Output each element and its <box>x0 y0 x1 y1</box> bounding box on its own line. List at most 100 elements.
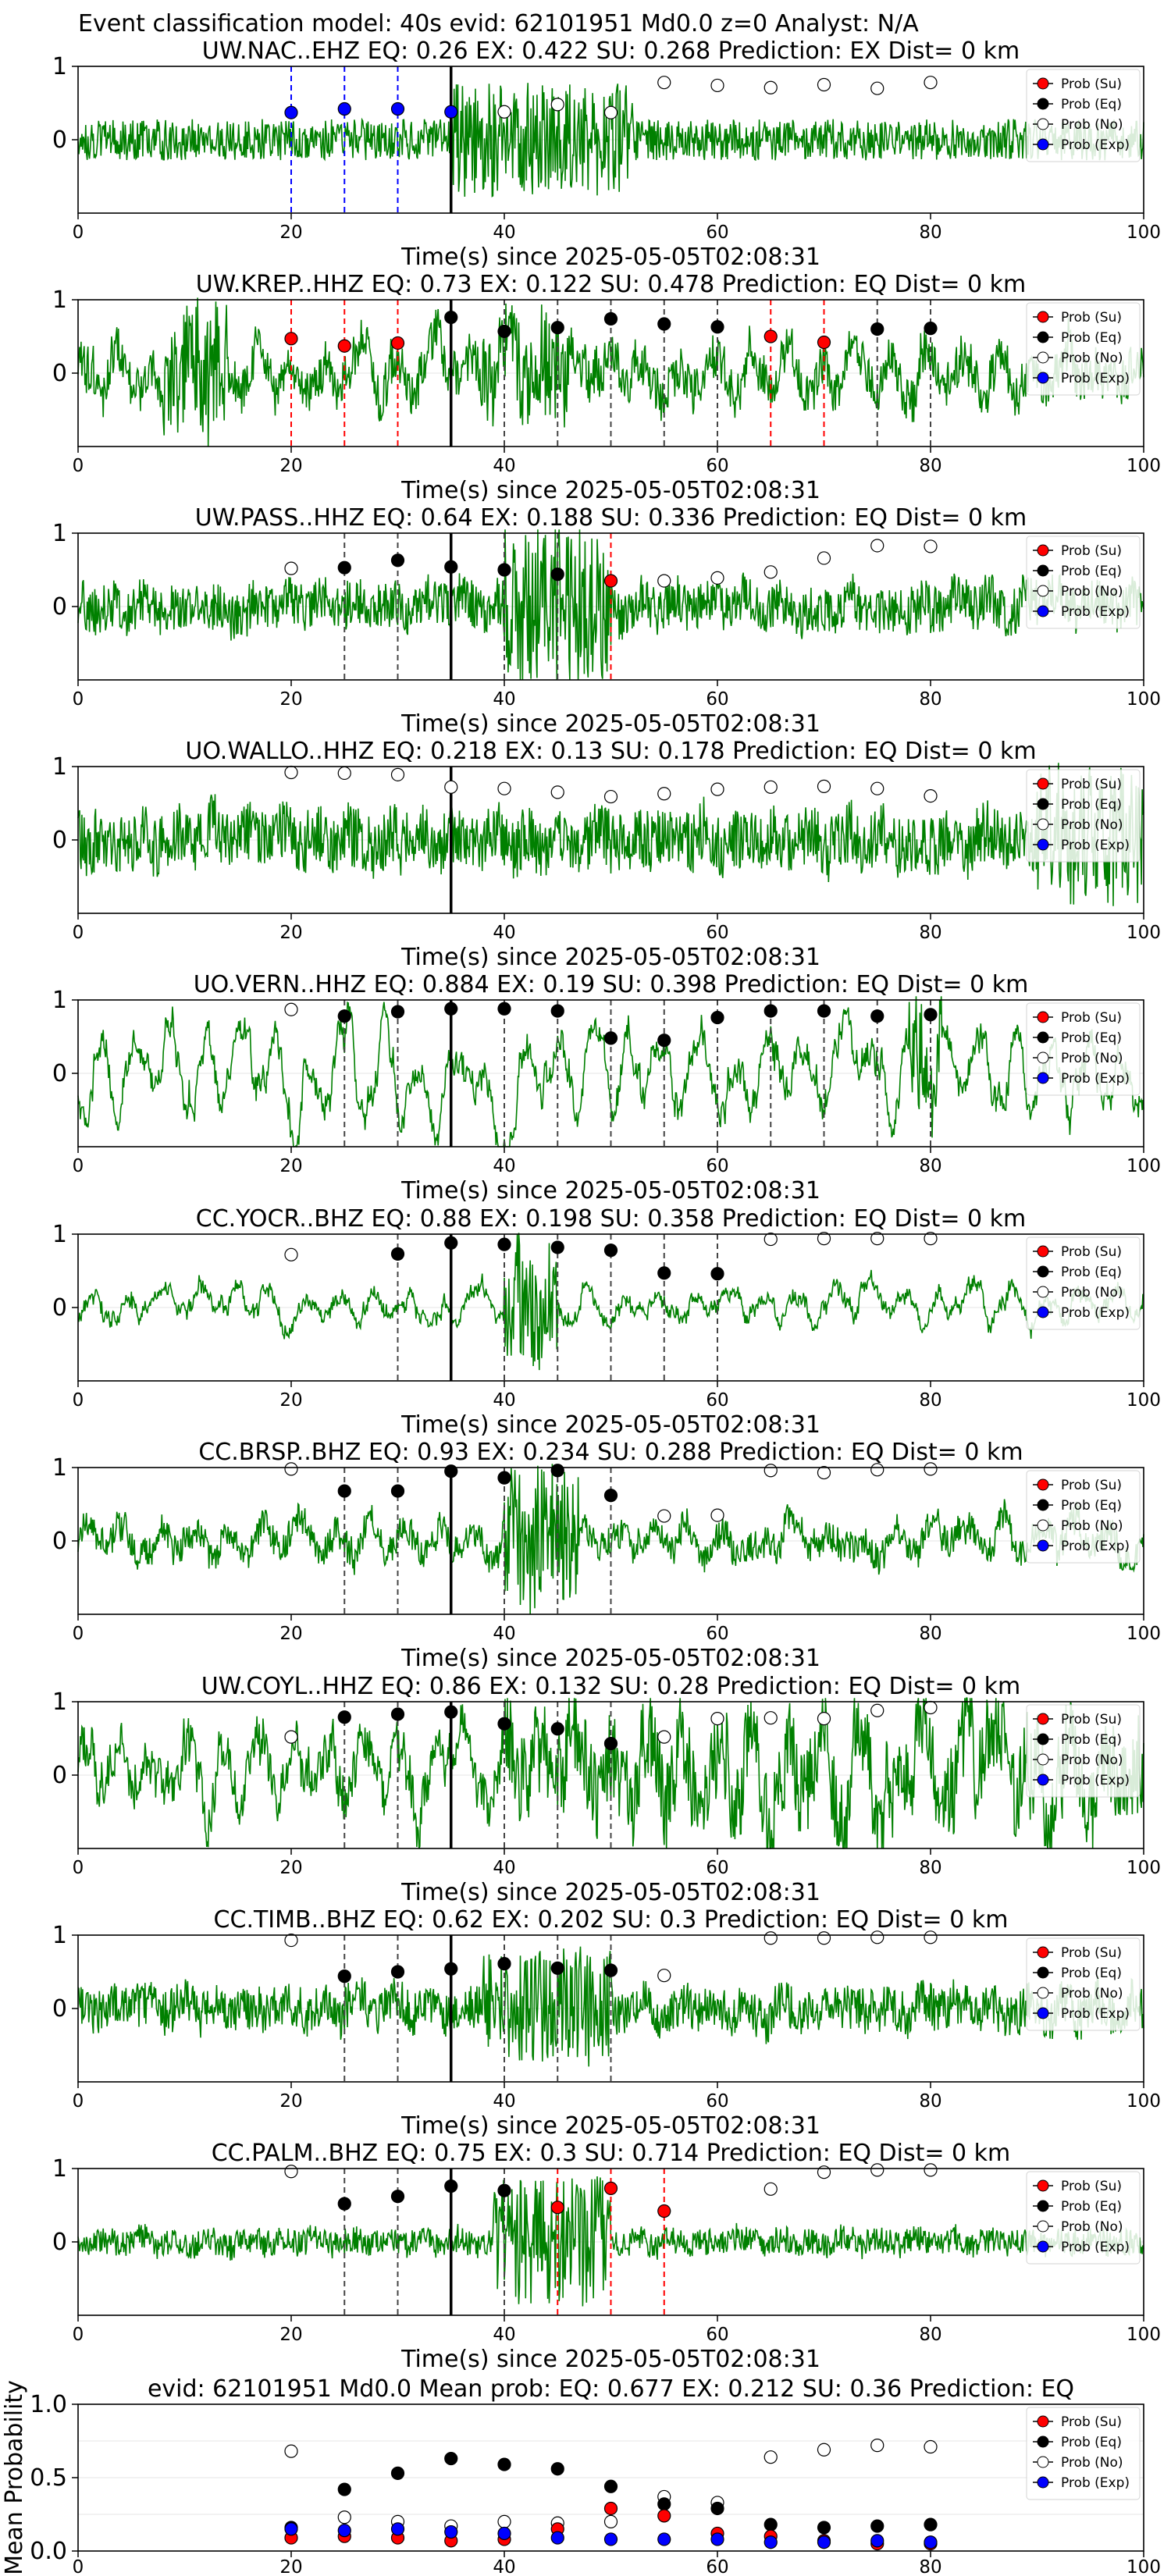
y-tick-label: 1 <box>52 53 67 80</box>
legend-label: Prob (Eq) <box>1061 2199 1122 2215</box>
prob-point-no <box>284 561 298 575</box>
legend-label: Prob (Eq) <box>1061 330 1122 346</box>
y-tick-label: 0 <box>52 126 67 154</box>
x-tick-label: 100 <box>1127 1624 1161 1644</box>
legend-marker-no <box>1037 585 1049 597</box>
legend-box <box>1026 1002 1141 1096</box>
prob-point-eq <box>603 1963 618 1977</box>
prob-point-eq <box>870 1009 884 1023</box>
mean-point-eq <box>337 2482 351 2496</box>
x-tick-label: 80 <box>919 222 941 243</box>
prob-point-no <box>710 571 724 585</box>
waveform-trace <box>77 763 1144 906</box>
prob-point-eq <box>497 1237 511 1251</box>
prob-point-su <box>657 2204 671 2218</box>
prob-point-no <box>870 1463 884 1477</box>
legend-box <box>1026 302 1141 396</box>
y-tick-label: 0 <box>52 1060 67 1087</box>
x-tick-label: 20 <box>279 1624 302 1644</box>
prob-point-no <box>763 2182 778 2196</box>
legend-label: Prob (No) <box>1061 1051 1123 1066</box>
mean-point-exp <box>444 2524 458 2539</box>
legend-box <box>1026 535 1141 629</box>
legend-box <box>1026 1470 1141 1564</box>
legend-label: Prob (Exp) <box>1061 1071 1130 1087</box>
legend-marker-su <box>1037 1713 1049 1725</box>
prob-point-no <box>817 1232 831 1246</box>
legend-marker-no <box>1037 1519 1049 1532</box>
x-tick-label: 80 <box>919 1624 941 1644</box>
y-tick-label: 0 <box>52 1294 67 1322</box>
prob-point-no <box>657 1969 671 1983</box>
x-tick-label: 60 <box>706 456 728 476</box>
waveform-panel-8: CC.TIMB..BHZ EQ: 0.62 EX: 0.202 SU: 0.3 … <box>52 1906 1161 2140</box>
legend-marker-no <box>1037 818 1049 831</box>
legend-label: Prob (Eq) <box>1061 1030 1122 1046</box>
legend-label: Prob (Su) <box>1061 777 1122 792</box>
prob-point-eq <box>924 322 938 336</box>
mean-point-eq <box>444 2451 458 2466</box>
prob-point-no <box>497 105 511 119</box>
legend-label: Prob (Eq) <box>1061 564 1122 579</box>
prob-point-eq <box>763 1004 778 1018</box>
legend-marker-eq <box>1037 98 1049 110</box>
legend-box <box>1026 769 1141 863</box>
prob-point-no <box>603 105 618 119</box>
legend-marker-exp <box>1037 2476 1049 2489</box>
legend-label: Prob (Su) <box>1061 76 1122 92</box>
prob-point-no <box>817 551 831 565</box>
legend-label: Prob (Su) <box>1061 310 1122 326</box>
mean-point-exp <box>497 2526 511 2541</box>
legend-marker-exp <box>1037 1774 1049 1786</box>
x-tick-label: 100 <box>1127 456 1161 476</box>
y-tick-label: 0 <box>52 1762 67 1789</box>
prob-point-no <box>657 787 671 801</box>
x-tick-label: 40 <box>493 2091 515 2112</box>
prob-point-su <box>603 2181 618 2195</box>
x-axis-label: Time(s) since 2025-05-05T02:08:31 <box>400 2112 820 2140</box>
prob-point-no <box>710 1712 724 1726</box>
x-tick-label: 80 <box>919 1156 941 1176</box>
legend-marker-eq <box>1037 2200 1049 2212</box>
mean-point-exp <box>924 2535 938 2549</box>
mean-point-eq <box>390 2466 405 2480</box>
x-axis-label: Time(s) since 2025-05-05T02:08:31 <box>400 2346 820 2373</box>
x-tick-label: 100 <box>1127 689 1161 710</box>
legend-label: Prob (Su) <box>1061 1010 1122 1026</box>
prob-point-no <box>870 539 884 553</box>
legend-marker-su <box>1037 1011 1049 1023</box>
x-tick-label: 60 <box>706 2325 728 2345</box>
prob-point-no <box>870 2163 884 2177</box>
prob-point-no <box>924 539 938 553</box>
prob-point-no <box>710 1508 724 1522</box>
legend-label: Prob (Eq) <box>1061 2435 1122 2450</box>
prob-point-no <box>870 1232 884 1246</box>
y-tick-label: 0 <box>52 360 67 387</box>
x-tick-label: 40 <box>493 1624 515 1644</box>
prob-point-eq <box>497 1002 511 1016</box>
legend-marker-no <box>1037 2456 1049 2468</box>
panel-title: CC.YOCR..BHZ EQ: 0.88 EX: 0.198 SU: 0.35… <box>196 1205 1026 1233</box>
legend-marker-su <box>1037 1478 1049 1491</box>
legend-marker-no <box>1037 1987 1049 1999</box>
x-tick-label: 100 <box>1127 222 1161 243</box>
x-tick-label: 40 <box>493 1858 515 1878</box>
prob-point-eq <box>390 1247 405 1261</box>
waveform-panel-2: UW.PASS..HHZ EQ: 0.64 EX: 0.188 SU: 0.33… <box>52 504 1161 738</box>
mean-probability-panel: evid: 62101951 Md0.0 Mean prob: EQ: 0.67… <box>1 2375 1161 2576</box>
waveform-panel-5: CC.YOCR..BHZ EQ: 0.88 EX: 0.198 SU: 0.35… <box>52 1205 1161 1439</box>
x-tick-label: 60 <box>706 1390 728 1411</box>
y-tick-label: 1 <box>52 753 67 781</box>
x-tick-label: 100 <box>1127 2557 1161 2576</box>
legend-marker-no <box>1037 1753 1049 1766</box>
legend-label: Prob (Su) <box>1061 1712 1122 1727</box>
prob-point-exp <box>444 105 458 119</box>
x-axis-label: Time(s) since 2025-05-05T02:08:31 <box>400 1177 820 1204</box>
mean-point-exp <box>284 2522 298 2536</box>
legend-marker-exp <box>1037 138 1049 151</box>
x-tick-label: 80 <box>919 923 941 943</box>
legend-marker-eq <box>1037 1733 1049 1745</box>
prob-point-no <box>870 781 884 795</box>
mean-point-eq <box>870 2519 884 2533</box>
waveform-panel-4: UO.VERN..HHZ EQ: 0.884 EX: 0.19 SU: 0.39… <box>52 971 1161 1204</box>
